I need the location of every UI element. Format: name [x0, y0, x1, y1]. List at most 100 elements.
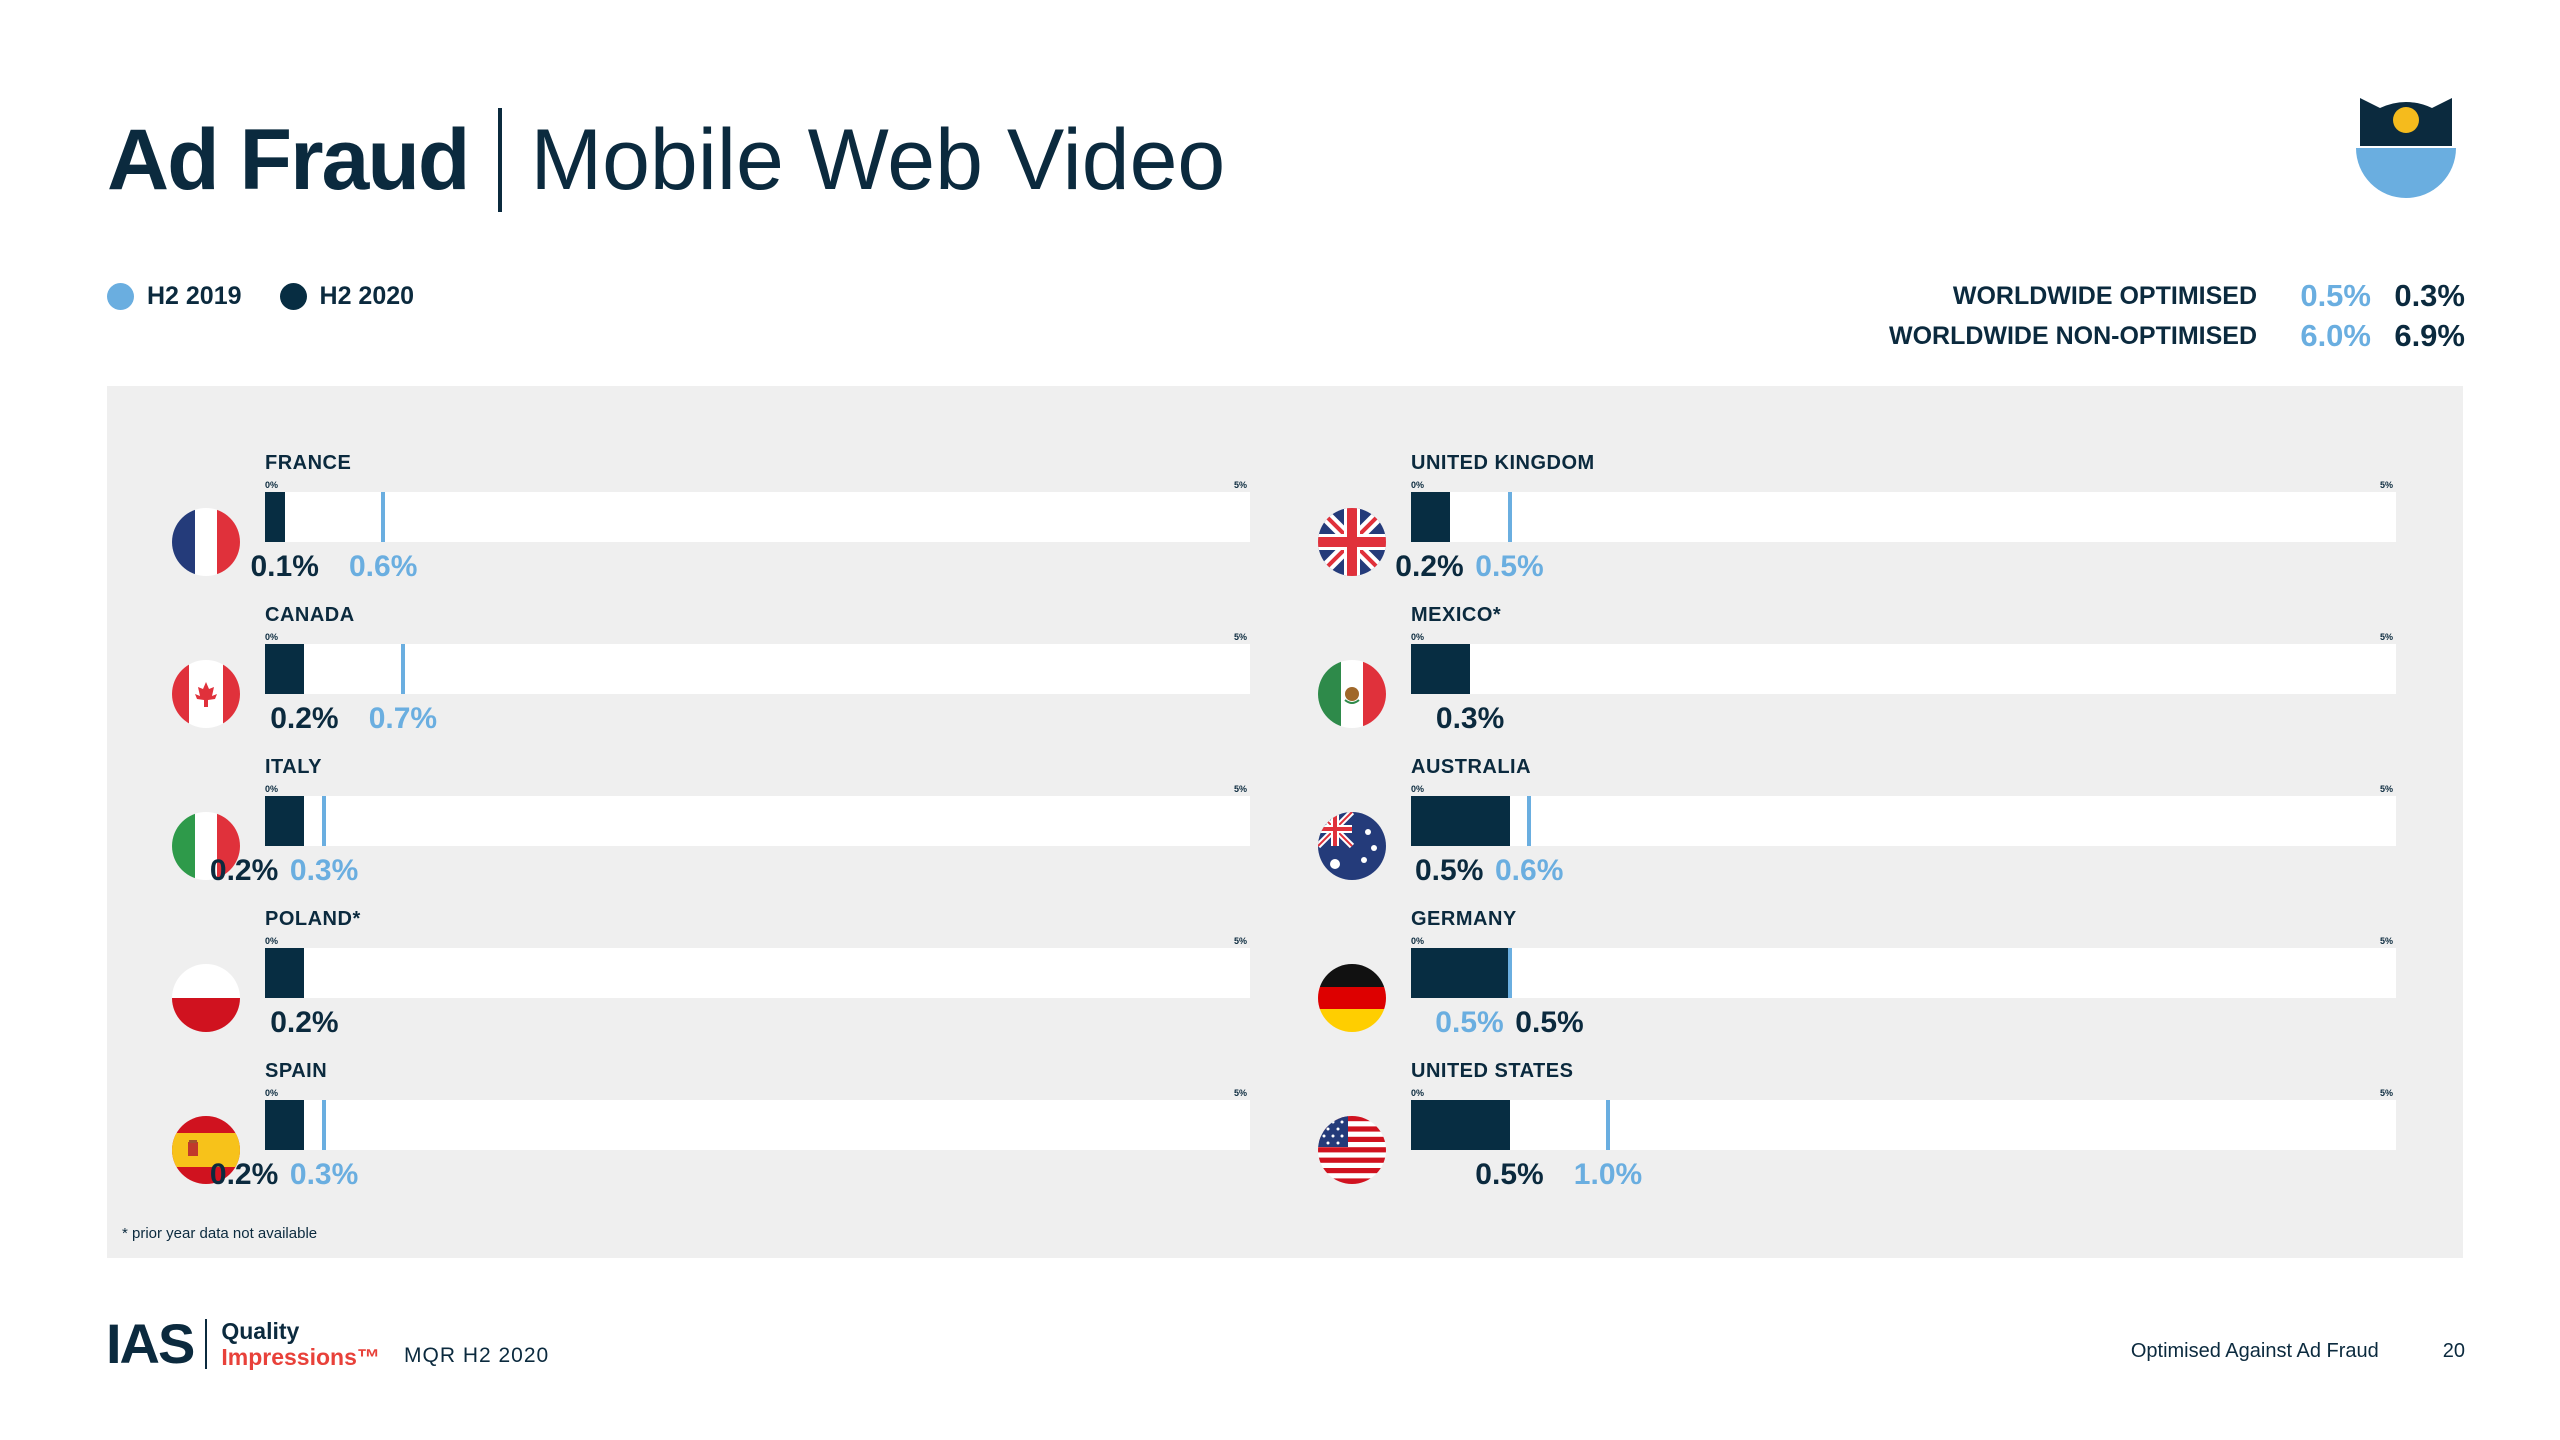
- section-label: Optimised Against Ad Fraud: [2130, 1340, 2379, 1362]
- legend-dot-2020: [279, 283, 307, 310]
- title-divider: [498, 108, 503, 212]
- value-label-h2-2020: 0.3%: [1435, 702, 1505, 735]
- value-label-h2-2020: 0.5%: [1414, 854, 1484, 887]
- logo-divider: [205, 1319, 208, 1369]
- worldwide-non-optimised-label: WORLDWIDE NON-OPTIMISED: [1888, 321, 2257, 350]
- bar-track: [265, 796, 1250, 846]
- axis-tick-min: 0%: [265, 936, 279, 946]
- value-label-h2-2019: 0.5%: [1435, 1006, 1504, 1039]
- axis-tick-max: 5%: [2380, 936, 2394, 946]
- value-label-h2-2019: 0.7%: [368, 702, 438, 735]
- country-name: GERMANY: [1411, 908, 1517, 930]
- legend-label-2019: H2 2019: [147, 282, 242, 310]
- title-light: Mobile Web Video: [530, 111, 1226, 208]
- country-row-poland: POLAND* 0% 5% 0.2%: [172, 908, 1250, 1058]
- bar-track: [1411, 948, 2396, 998]
- axis-tick-min: 0%: [1411, 1088, 1425, 1098]
- bar-h2-2020: [1411, 796, 1510, 846]
- marker-h2-2019: [322, 796, 327, 846]
- axis-tick-min: 0%: [265, 480, 279, 490]
- axis-tick-min: 0%: [1411, 936, 1425, 946]
- bar-track: [265, 492, 1250, 542]
- canada-flag-icon: [172, 660, 240, 728]
- axis-tick-max: 5%: [1234, 480, 1248, 490]
- report-label: MQR H2 2020: [404, 1344, 550, 1367]
- title-bold: Ad Fraud: [107, 111, 470, 208]
- country-row-germany: GERMANY 0% 5% 0.5% 0.5%: [1318, 908, 2396, 1058]
- ias-logo: IAS Quality Impressions™: [106, 1316, 380, 1372]
- axis-tick-max: 5%: [1234, 632, 1248, 642]
- country-name: AUSTRALIA: [1411, 756, 1532, 778]
- bar-h2-2020: [1411, 1100, 1510, 1150]
- worldwide-non-optimised-row: WORLDWIDE NON-OPTIMISED 6.0% 6.9%: [1889, 316, 2465, 356]
- bar-h2-2020: [265, 948, 305, 998]
- value-label-h2-2019: 0.6%: [348, 550, 418, 583]
- mexico-flag-icon: [1318, 660, 1386, 728]
- owl-mascot-icon: [2356, 98, 2456, 198]
- spain-flag-icon: [172, 1116, 240, 1184]
- marker-h2-2019: [1527, 796, 1532, 846]
- quality-impressions-logo: Quality Impressions™: [221, 1318, 380, 1371]
- worldwide-optimised-label: WORLDWIDE OPTIMISED: [1952, 281, 2257, 310]
- marker-h2-2019: [322, 1100, 327, 1150]
- bar-h2-2020: [265, 644, 305, 694]
- worldwide-optimised-2020: 0.3%: [2394, 278, 2465, 313]
- legend-item-2020: H2 2020: [279, 282, 415, 311]
- value-label-h2-2020: 0.5%: [1475, 1158, 1544, 1191]
- bar-h2-2020: [1411, 492, 1451, 542]
- value-label-h2-2020: 0.1%: [250, 550, 319, 583]
- chart-panel: FRANCE 0% 5% 0.1% 0.6% CANADA 0% 5% 0.2% 0.7% ITAL…: [107, 386, 2463, 1258]
- country-row-united-states: UNITED STATES 0% 5% 0.5% 1.0%: [1318, 1060, 2396, 1210]
- value-label-h2-2020: 0.2%: [1395, 550, 1464, 583]
- marker-h2-2019: [400, 644, 405, 694]
- footer-right: Optimised Against Ad Fraud 20: [2131, 1340, 2465, 1363]
- bar-track: [265, 644, 1250, 694]
- country-name: CANADA: [265, 604, 355, 626]
- bar-h2-2020: [265, 796, 305, 846]
- country-name: MEXICO*: [1411, 604, 1502, 626]
- bar-h2-2020: [1411, 644, 1471, 694]
- legend-item-2019: H2 2019: [107, 282, 242, 311]
- axis-tick-max: 5%: [2380, 480, 2394, 490]
- axis-tick-min: 0%: [1411, 480, 1425, 490]
- bar-h2-2020: [265, 492, 285, 542]
- worldwide-summary: WORLDWIDE OPTIMISED 0.5% 0.3% WORLDWIDE …: [1889, 276, 2465, 356]
- page-number: 20: [2442, 1340, 2465, 1362]
- italy-flag-icon: [172, 812, 240, 880]
- value-label-h2-2020: 0.2%: [270, 702, 339, 735]
- ias-logo-text: IAS: [106, 1312, 195, 1375]
- country-row-spain: SPAIN 0% 5% 0.2% 0.3%: [172, 1060, 1250, 1210]
- worldwide-non-optimised-2019: 6.0%: [2300, 318, 2371, 353]
- worldwide-non-optimised-2020: 6.9%: [2394, 318, 2465, 353]
- country-row-france: FRANCE 0% 5% 0.1% 0.6%: [172, 452, 1250, 602]
- country-name: UNITED STATES: [1411, 1060, 1574, 1082]
- bar-track: [1411, 492, 2396, 542]
- axis-tick-max: 5%: [1234, 1088, 1248, 1098]
- value-label-h2-2019: 0.5%: [1475, 550, 1544, 583]
- country-name: UNITED KINGDOM: [1411, 452, 1595, 474]
- axis-tick-min: 0%: [1411, 784, 1425, 794]
- worldwide-optimised-2019: 0.5%: [2300, 278, 2371, 313]
- bar-h2-2020: [265, 1100, 305, 1150]
- bar-track: [1411, 1100, 2396, 1150]
- axis-tick-max: 5%: [1234, 936, 1248, 946]
- bar-track: [265, 948, 1250, 998]
- axis-tick-min: 0%: [265, 632, 279, 642]
- footnote: * prior year data not available: [122, 1225, 318, 1242]
- germany-flag-icon: [1318, 964, 1386, 1032]
- value-label-h2-2020: 0.5%: [1515, 1006, 1584, 1039]
- legend-label-2020: H2 2020: [319, 282, 415, 310]
- tagline-quality: Quality: [221, 1317, 300, 1344]
- uk-flag-icon: [1318, 508, 1386, 576]
- country-row-italy: ITALY 0% 5% 0.2% 0.3%: [172, 756, 1250, 906]
- tagline-impressions: Impressions™: [221, 1344, 380, 1370]
- value-label-h2-2019: 0.3%: [289, 1158, 359, 1191]
- bar-h2-2020: [1411, 948, 1510, 998]
- bar-track: [265, 1100, 1250, 1150]
- country-row-united-kingdom: UNITED KINGDOM 0% 5% 0.2% 0.5%: [1318, 452, 2396, 602]
- axis-tick-max: 5%: [2380, 1088, 2394, 1098]
- value-label-h2-2019: 1.0%: [1573, 1158, 1643, 1191]
- poland-flag-icon: [172, 964, 240, 1032]
- country-name: ITALY: [265, 756, 322, 778]
- axis-tick-min: 0%: [265, 784, 279, 794]
